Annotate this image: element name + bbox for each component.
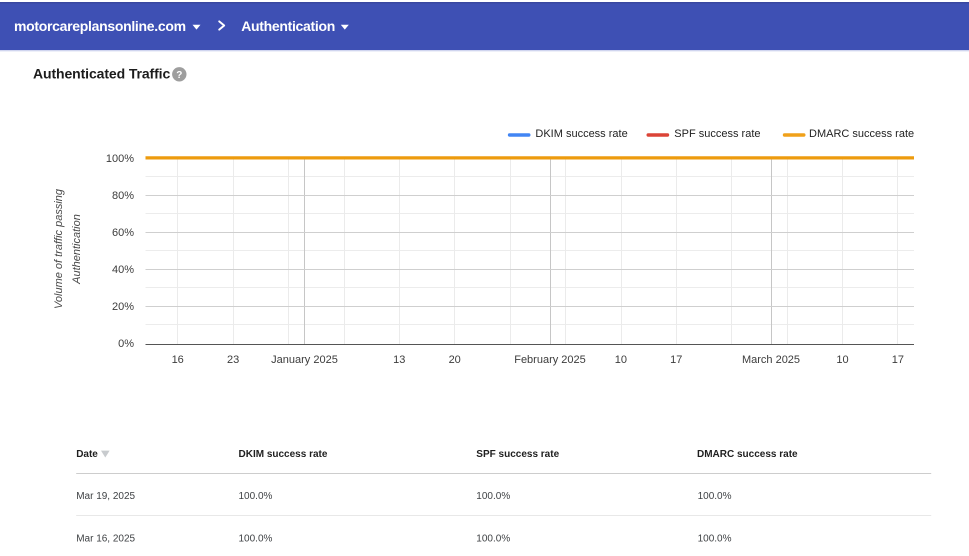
svg-text:DMARC success rate: DMARC success rate xyxy=(697,449,798,460)
svg-text:100.0%: 100.0% xyxy=(239,533,273,544)
svg-text:100.0%: 100.0% xyxy=(698,491,732,502)
svg-text:motorcareplansonline.com: motorcareplansonline.com xyxy=(14,18,186,34)
svg-text:10: 10 xyxy=(836,354,848,366)
svg-text:Authenticated Traffic: Authenticated Traffic xyxy=(33,66,170,82)
svg-text:Authentication: Authentication xyxy=(71,214,83,285)
svg-text:DKIM success rate: DKIM success rate xyxy=(239,449,328,460)
svg-text:40%: 40% xyxy=(112,264,134,276)
svg-text:80%: 80% xyxy=(112,190,134,202)
svg-text:20%: 20% xyxy=(112,301,134,313)
svg-text:January 2025: January 2025 xyxy=(271,354,338,366)
svg-text:DKIM success rate: DKIM success rate xyxy=(535,128,627,140)
svg-text:DMARC success rate: DMARC success rate xyxy=(809,128,914,140)
svg-text:0%: 0% xyxy=(118,338,134,350)
svg-text:100.0%: 100.0% xyxy=(476,491,510,502)
svg-text:100.0%: 100.0% xyxy=(698,533,732,544)
svg-text:16: 16 xyxy=(172,354,184,366)
svg-text:13: 13 xyxy=(393,354,405,366)
svg-text:17: 17 xyxy=(670,354,682,366)
svg-text:100.0%: 100.0% xyxy=(239,491,273,502)
svg-text:Mar 19, 2025: Mar 19, 2025 xyxy=(76,491,135,502)
svg-text:23: 23 xyxy=(227,354,239,366)
svg-text:?: ? xyxy=(176,70,182,81)
svg-text:Volume of traffic passing: Volume of traffic passing xyxy=(53,188,65,309)
svg-text:20: 20 xyxy=(449,354,461,366)
svg-text:Date: Date xyxy=(76,449,98,460)
svg-text:Mar 16, 2025: Mar 16, 2025 xyxy=(76,533,135,544)
svg-text:100%: 100% xyxy=(106,153,134,165)
svg-text:60%: 60% xyxy=(112,227,134,239)
svg-text:Authentication: Authentication xyxy=(241,18,335,34)
svg-text:17: 17 xyxy=(892,354,904,366)
svg-text:March 2025: March 2025 xyxy=(742,354,800,366)
svg-text:SPF success rate: SPF success rate xyxy=(476,449,559,460)
svg-text:February 2025: February 2025 xyxy=(514,354,586,366)
svg-text:SPF success rate: SPF success rate xyxy=(674,128,760,140)
svg-text:100.0%: 100.0% xyxy=(476,533,510,544)
svg-text:10: 10 xyxy=(615,354,627,366)
